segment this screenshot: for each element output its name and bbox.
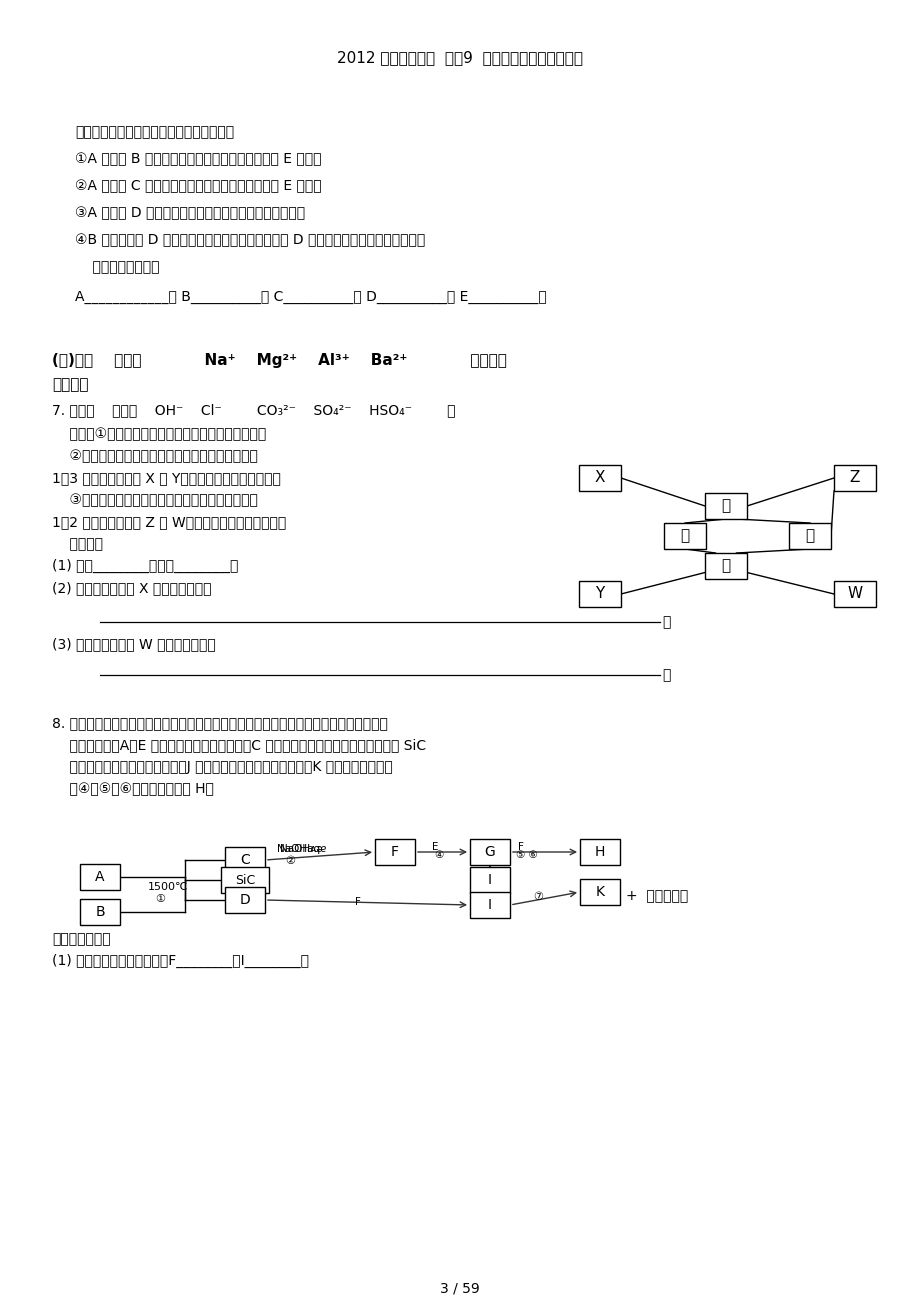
Bar (80, 865, 119, 891)
Text: ②A 溶液与 C 溶液反应生成白色沉淠，沉淠可溶于 E 溶液；: ②A 溶液与 C 溶液反应生成白色沉淠，沉淠可溶于 E 溶液； (75, 178, 322, 193)
Bar (470, 867, 509, 893)
Text: 具有相同的价电子数和原子数，J 是一种能引起温室效应的气体，K 是两性化合物。反: 具有相同的价电子数和原子数，J 是一种能引起温室效应的气体，K 是两性化合物。反 (52, 760, 392, 773)
Text: 分别取它们的水溶液进行实验，结果如下：: 分别取它们的水溶液进行实验，结果如下： (75, 125, 233, 139)
Text: (3) 乙与丁反应生成 W 的化学方程式是: (3) 乙与丁反应生成 W 的化学方程式是 (52, 637, 216, 651)
Text: ⑦: ⑦ (532, 892, 542, 902)
Text: 甲: 甲 (680, 529, 689, 543)
Bar (470, 838, 509, 865)
Text: ③A 溶液与 D 溶液反应生成白色沉淠，沉淠可溶于盐酸；: ③A 溶液与 D 溶液反应生成白色沉淠，沉淠可溶于盐酸； (75, 206, 305, 220)
Bar (579, 838, 619, 865)
Bar (221, 867, 268, 893)
Text: SiC: SiC (234, 874, 255, 887)
Bar (80, 898, 119, 924)
Text: ④B 溶液与适量 D 溶液反应生成白色沉淠，加入过量 D 溶液，沉淠量减少，但不消失。: ④B 溶液与适量 D 溶液反应生成白色沉淠，加入过量 D 溶液，沉淠量减少，但不… (75, 233, 425, 247)
Text: W: W (846, 586, 862, 602)
Text: 成物未标出。A、E 是空气中的两种主要成分，C 是由两种元素组成的新型材料，且和 SiC: 成物未标出。A、E 是空气中的两种主要成分，C 是由两种元素组成的新型材料，且和… (52, 738, 425, 753)
Text: X: X (594, 470, 605, 486)
Text: H: H (595, 845, 605, 859)
Text: 乙: 乙 (804, 529, 813, 543)
Text: ②: ② (285, 855, 295, 866)
Text: B: B (95, 905, 105, 919)
Text: D: D (239, 893, 250, 907)
Text: F: F (355, 897, 360, 907)
Bar (834, 465, 875, 491)
Text: NaOHᴀᴂ: NaOHᴀᴂ (279, 844, 326, 854)
Bar (225, 848, 265, 874)
Text: ③在一定条件下乙与丙和乙与丁都按物质的量之比: ③在一定条件下乙与丙和乙与丁都按物质的量之比 (52, 493, 257, 506)
Text: (1) 甲是________，乙是________。: (1) 甲是________，乙是________。 (52, 559, 238, 573)
Bar (704, 553, 746, 579)
Bar (375, 838, 414, 865)
Text: NaOHaq: NaOHaq (277, 844, 320, 854)
Text: I: I (487, 898, 492, 911)
Text: ⑤ ⑥: ⑤ ⑥ (516, 850, 538, 861)
Bar (834, 581, 875, 607)
Text: F: F (517, 842, 523, 852)
Text: 丙: 丙 (720, 499, 730, 513)
Text: 。: 。 (662, 668, 670, 682)
Text: 1：2 反应，分别生成 Z 和 W，在产物中元素乙呼负价。: 1：2 反应，分别生成 Z 和 W，在产物中元素乙呼负价。 (52, 516, 286, 529)
Bar (704, 493, 746, 519)
Text: ④: ④ (434, 850, 443, 861)
Bar (579, 879, 619, 905)
Text: Y: Y (595, 586, 604, 602)
Text: 据此推断它们是：: 据此推断它们是： (75, 260, 159, 273)
Text: G: G (484, 845, 494, 859)
Text: A____________； B__________； C__________； D__________； E__________。: A____________； B__________； C__________；… (75, 290, 546, 303)
Text: Z: Z (849, 470, 859, 486)
Text: E: E (432, 842, 438, 852)
Text: 8. 下图是一些常见元素的单质或化合物之间的转化关系。溶液中的水以及部分反应物或生: 8. 下图是一些常见元素的单质或化合物之间的转化关系。溶液中的水以及部分反应物或… (52, 716, 388, 730)
Bar (578, 581, 620, 607)
Text: 2012 高考化学月刊  专题9  金属及其化合物专题训练: 2012 高考化学月刊 专题9 金属及其化合物专题训练 (336, 49, 583, 65)
Text: 应④、⑤、⑥用于工业中生产 H。: 应④、⑤、⑥用于工业中生产 H。 (52, 783, 213, 796)
Bar (578, 465, 620, 491)
Text: 请填空：: 请填空： (52, 536, 103, 551)
Text: K: K (595, 885, 604, 898)
Text: ①: ① (154, 894, 165, 904)
Text: (2) 甲与丙反应生成 X 的化学方程式是: (2) 甲与丙反应生成 X 的化学方程式是 (52, 581, 211, 595)
Bar (789, 523, 830, 549)
Bar (664, 523, 705, 549)
Bar (225, 887, 265, 913)
Text: 回答下列问题：: 回答下列问题： (52, 932, 110, 947)
Text: +  常见的钔盐: + 常见的钔盐 (625, 889, 687, 904)
Text: I: I (487, 874, 492, 887)
Text: ②在一定条件下甲与丙和甲与丁都按物质的量之比: ②在一定条件下甲与丙和甲与丁都按物质的量之比 (52, 449, 257, 464)
Text: 铜部分：: 铜部分： (52, 378, 88, 392)
Text: (二)镁、    阳离子            Na⁺    Mg²⁺    Al³⁺    Ba²⁺            铝、铁、: (二)镁、 阳离子 Na⁺ Mg²⁺ Al³⁺ Ba²⁺ 铝、铁、 (52, 353, 506, 368)
Text: F: F (391, 845, 399, 859)
Text: 7. 如图所    阴离子    OH⁻    Cl⁻        CO₃²⁻    SO₄²⁻    HSO₄⁻        示: 7. 如图所 阴离子 OH⁻ Cl⁻ CO₃²⁻ SO₄²⁻ HSO₄⁻ 示 (52, 404, 455, 417)
Text: 丁: 丁 (720, 559, 730, 573)
Text: 3 / 59: 3 / 59 (439, 1282, 480, 1295)
Bar (470, 892, 509, 918)
Text: 1500℃: 1500℃ (148, 881, 188, 892)
Text: C: C (240, 853, 250, 867)
Text: A: A (96, 870, 105, 884)
Text: 已知：①甲、乙、丙、丁均为前三周期元素的单质。: 已知：①甲、乙、丙、丁均为前三周期元素的单质。 (52, 427, 266, 441)
Text: ①A 溶液与 B 溶液反应生成白色沉淠，沉淠可溶于 E 溶液；: ①A 溶液与 B 溶液反应生成白色沉淠，沉淠可溶于 E 溶液； (75, 152, 321, 165)
Text: 1：3 反应，分别生成 X 和 Y，在产物中元素甲呼负价。: 1：3 反应，分别生成 X 和 Y，在产物中元素甲呼负价。 (52, 471, 280, 486)
Text: ；: ； (662, 615, 670, 629)
Text: (1) 写出下列物质的化学式：F________，I________；: (1) 写出下列物质的化学式：F________，I________； (52, 954, 309, 969)
